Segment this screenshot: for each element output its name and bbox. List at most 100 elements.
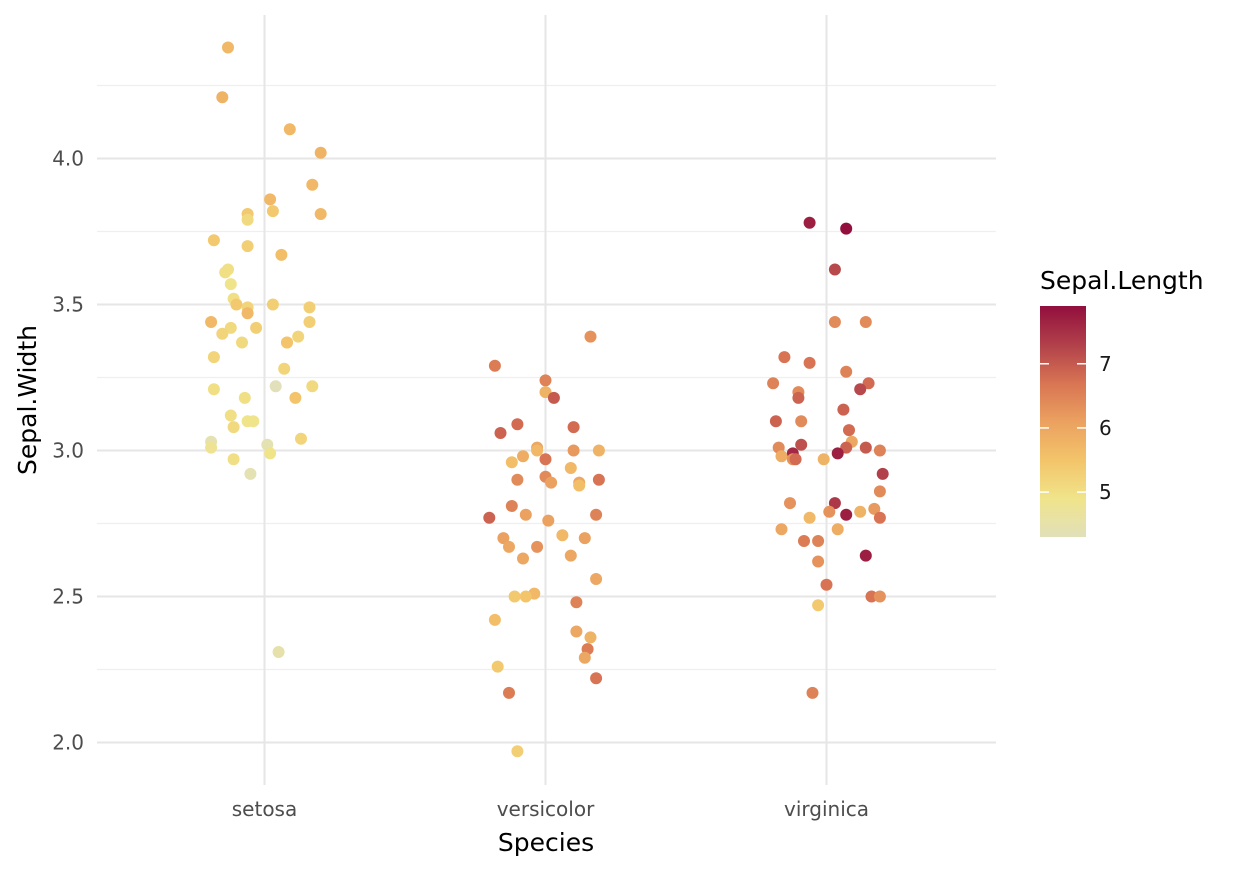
data-point bbox=[570, 596, 583, 609]
data-point bbox=[539, 453, 552, 466]
data-point bbox=[488, 613, 501, 626]
data-point bbox=[567, 421, 580, 434]
data-point bbox=[840, 222, 853, 235]
data-point bbox=[828, 263, 841, 276]
data-point bbox=[494, 427, 507, 439]
data-point bbox=[578, 532, 591, 545]
data-point bbox=[483, 511, 496, 524]
data-point bbox=[840, 441, 853, 454]
data-point bbox=[241, 307, 254, 320]
data-point bbox=[207, 234, 220, 247]
data-point bbox=[795, 415, 808, 428]
data-point bbox=[806, 686, 819, 699]
data-point bbox=[795, 438, 808, 451]
y-tick-label: 3.5 bbox=[52, 293, 84, 317]
data-point bbox=[873, 444, 886, 457]
data-point bbox=[859, 549, 872, 562]
data-point bbox=[205, 441, 218, 454]
data-point bbox=[283, 123, 296, 136]
data-point bbox=[862, 377, 875, 390]
data-point bbox=[868, 502, 881, 515]
data-point bbox=[859, 441, 872, 454]
data-point bbox=[247, 415, 260, 428]
data-point bbox=[798, 535, 810, 547]
data-point bbox=[303, 316, 316, 328]
data-point bbox=[775, 523, 788, 536]
data-point bbox=[278, 362, 291, 375]
data-point bbox=[511, 745, 524, 758]
data-point bbox=[511, 473, 524, 486]
data-point bbox=[590, 573, 603, 585]
data-point bbox=[545, 476, 558, 489]
data-point bbox=[519, 590, 532, 603]
data-point bbox=[812, 535, 825, 547]
data-point bbox=[241, 240, 254, 253]
data-point bbox=[216, 91, 229, 104]
y-tick-label: 4.0 bbox=[52, 147, 84, 171]
data-point bbox=[831, 523, 844, 536]
data-point bbox=[488, 359, 501, 372]
data-point bbox=[812, 599, 825, 612]
data-point bbox=[227, 453, 240, 466]
data-point bbox=[876, 467, 889, 480]
data-point bbox=[854, 505, 867, 518]
data-point bbox=[497, 532, 510, 545]
data-point bbox=[578, 651, 591, 664]
data-point bbox=[590, 672, 603, 685]
data-point bbox=[314, 146, 327, 159]
data-point bbox=[250, 321, 263, 334]
x-axis-title: Species bbox=[498, 828, 594, 857]
data-point bbox=[306, 380, 319, 393]
data-point bbox=[573, 479, 586, 492]
data-point bbox=[244, 467, 257, 480]
data-point bbox=[281, 336, 293, 349]
data-point bbox=[584, 631, 597, 644]
legend-ticks: 5 6 7 bbox=[1040, 352, 1112, 504]
data-point bbox=[803, 511, 816, 524]
y-axis-tick-labels: 2.0 2.5 3.0 3.5 4.0 bbox=[52, 147, 84, 755]
data-point bbox=[854, 383, 867, 396]
data-point bbox=[264, 193, 277, 206]
data-point bbox=[840, 508, 853, 521]
legend-color-bar bbox=[1040, 306, 1086, 537]
data-point bbox=[812, 555, 825, 568]
data-point bbox=[266, 205, 279, 218]
data-point bbox=[828, 316, 841, 328]
x-tick-label: versicolor bbox=[497, 797, 595, 821]
data-point bbox=[531, 540, 544, 553]
data-point bbox=[831, 447, 844, 460]
data-point bbox=[592, 444, 605, 457]
data-point bbox=[767, 377, 780, 390]
data-point bbox=[306, 178, 319, 191]
data-points bbox=[205, 41, 889, 758]
data-point bbox=[590, 508, 603, 521]
data-point bbox=[216, 327, 229, 340]
data-point bbox=[503, 686, 515, 699]
y-axis-title: Sepal.Width bbox=[13, 325, 42, 475]
data-point bbox=[224, 409, 237, 422]
data-point bbox=[539, 374, 552, 387]
data-point bbox=[873, 590, 886, 603]
data-point bbox=[817, 453, 830, 466]
data-point bbox=[778, 351, 791, 364]
data-point bbox=[272, 646, 285, 658]
data-point bbox=[792, 391, 805, 404]
data-point bbox=[592, 473, 605, 486]
data-point bbox=[219, 266, 232, 279]
data-point bbox=[840, 365, 853, 378]
data-point bbox=[843, 424, 855, 437]
data-point bbox=[873, 485, 886, 498]
data-point bbox=[236, 336, 248, 349]
data-point bbox=[584, 330, 597, 343]
data-point bbox=[227, 421, 240, 434]
data-point bbox=[865, 590, 878, 603]
data-point bbox=[837, 403, 850, 416]
data-point bbox=[505, 456, 518, 469]
data-point bbox=[570, 625, 583, 638]
data-point bbox=[775, 450, 788, 463]
data-point bbox=[519, 508, 532, 521]
legend-tick-label: 7 bbox=[1099, 352, 1112, 376]
data-point bbox=[303, 301, 316, 314]
data-point bbox=[564, 549, 577, 562]
